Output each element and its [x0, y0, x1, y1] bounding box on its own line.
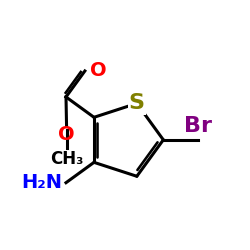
Text: O: O [90, 62, 106, 80]
Text: Br: Br [184, 116, 212, 136]
Text: O: O [58, 126, 75, 144]
Text: H₂N: H₂N [21, 173, 62, 192]
Text: S: S [129, 94, 145, 114]
Text: CH₃: CH₃ [50, 150, 83, 168]
